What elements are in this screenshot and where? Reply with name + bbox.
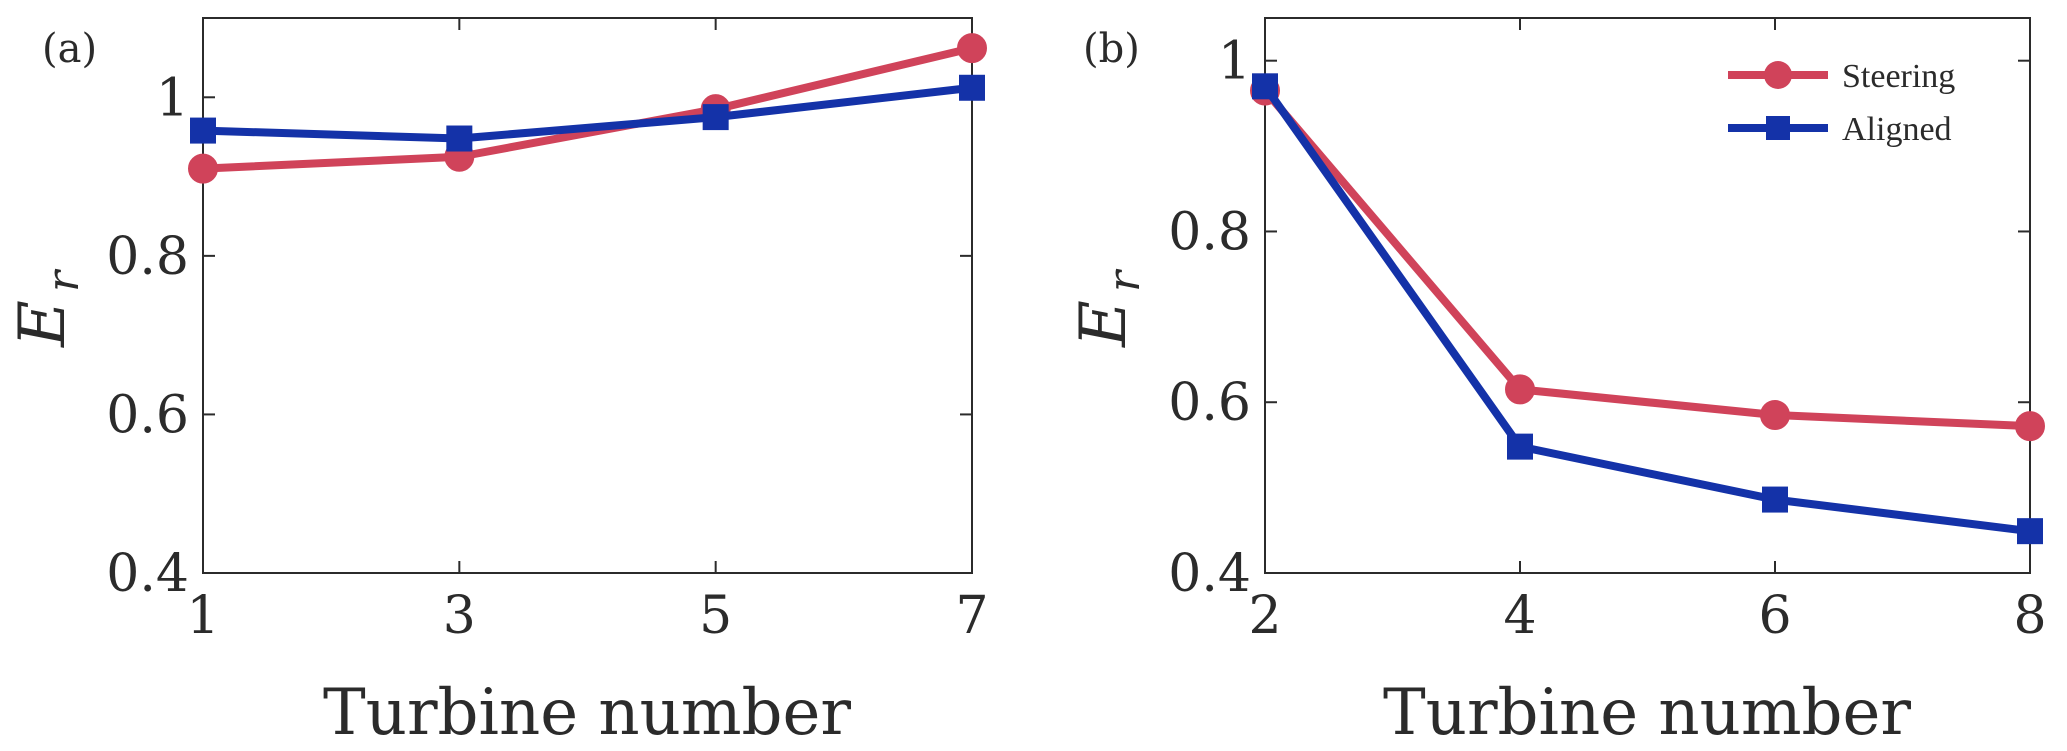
data-point-steering (188, 153, 218, 184)
legend: Steering Aligned (1728, 58, 1955, 148)
series-line-aligned (199, 83, 976, 143)
legend-marker-steering (1764, 61, 1792, 89)
y-axis-title: Er (1067, 268, 1150, 348)
y-tick-label: 1 (156, 68, 189, 128)
data-point-steering (1760, 400, 1790, 431)
y-axis-title: Er (6, 268, 89, 348)
data-point-steering (2015, 411, 2045, 442)
panel-label: (b) (1083, 26, 1140, 72)
y-axis-title-main: E (1067, 300, 1141, 348)
data-point-steering (1505, 374, 1535, 405)
data-point-steering (957, 33, 987, 64)
y-tick-label: 0.4 (1168, 544, 1251, 604)
legend-label-aligned: Aligned (1842, 111, 1952, 148)
panel-a: 1 3 5 7 0.4 0.6 0.8 1 Turbine number Er (a) (6, 17, 989, 750)
y-axis-title-main: E (6, 300, 80, 348)
plot-area-frame (202, 17, 973, 574)
x-axis-title: Turbine number (323, 676, 851, 750)
data-point-aligned (190, 117, 216, 144)
x-tick-label: 4 (1503, 586, 1536, 646)
x-tick-label: 8 (2013, 586, 2046, 646)
y-tick-label: 1 (1218, 32, 1251, 92)
x-tick-label: 5 (699, 586, 732, 646)
y-tick-label: 0.6 (106, 385, 189, 445)
data-point-aligned (1252, 73, 1278, 100)
data-point-aligned (959, 74, 985, 101)
data-point-aligned (1762, 486, 1788, 513)
panel-label: (a) (42, 26, 97, 72)
data-point-aligned (2017, 518, 2043, 545)
legend-label-steering: Steering (1842, 58, 1955, 95)
series-line-steering (199, 44, 976, 173)
series-line-aligned (1261, 82, 2034, 536)
plot-area-frame (1264, 17, 2031, 574)
y-tick-label: 0.8 (106, 227, 189, 287)
data-point-aligned (446, 125, 473, 152)
y-axis-title-subscript: r (1099, 268, 1150, 292)
x-tick-label: 2 (1248, 586, 1281, 646)
y-tick-label: 0.4 (106, 544, 189, 604)
x-tick-label: 7 (955, 586, 988, 646)
legend-marker-aligned (1766, 116, 1790, 140)
x-axis-title: Turbine number (1383, 676, 1911, 750)
x-tick-label: 6 (1758, 586, 1791, 646)
panel-b: 2 4 6 8 0.4 0.6 0.8 1 Turbine number Er (b) Steerin… (1067, 17, 2047, 750)
series-line-steering (1261, 86, 2034, 431)
data-point-aligned (702, 104, 729, 131)
x-tick-label: 3 (443, 586, 476, 646)
y-tick-label: 0.6 (1168, 373, 1251, 433)
y-tick-label: 0.8 (1168, 202, 1251, 262)
y-axis-title-subscript: r (38, 268, 89, 292)
data-point-aligned (1507, 433, 1533, 460)
x-tick-label: 1 (186, 586, 219, 646)
